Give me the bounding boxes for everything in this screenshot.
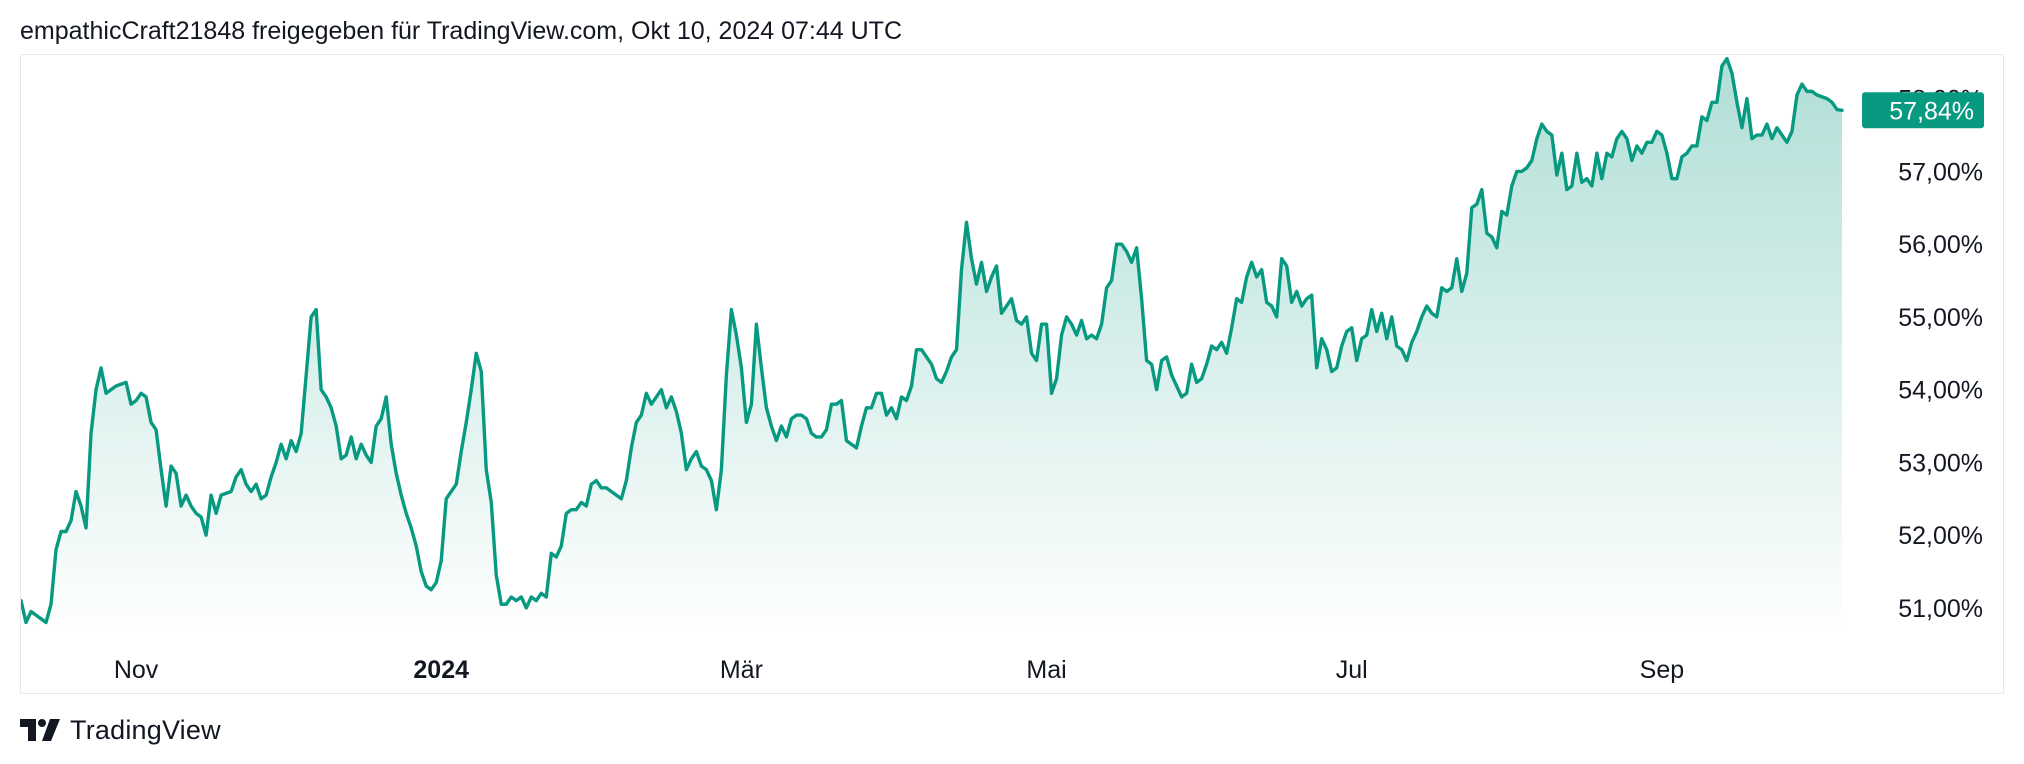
last-value-badge: 57,84% (1862, 92, 1984, 129)
last-value-badge-bg (1862, 92, 1984, 129)
y-axis: 51,00% 52,00% 53,00% 54,00% 55,00% 56,00% 57,0… (1898, 86, 1983, 623)
x-tick-label: Mär (720, 656, 763, 684)
tradingview-logo-icon (20, 719, 60, 741)
x-tick-label: Jul (1336, 656, 1368, 684)
x-tick-label: 2024 (413, 656, 469, 684)
series-line[interactable] (21, 56, 1844, 625)
last-value-label: 57,84% (1889, 97, 1974, 125)
share-info-text: empathicCraft21848 freigegeben für Tradi… (20, 17, 902, 45)
y-tick-label: 56,00% (1898, 231, 1983, 259)
x-tick-label: Nov (114, 656, 159, 684)
y-tick-label: 52,00% (1898, 522, 1983, 550)
brand-label: TradingView (70, 714, 221, 745)
x-axis: Nov 2024 Mär Mai Jul Sep (114, 656, 1684, 684)
y-tick-label: 54,00% (1898, 377, 1983, 405)
series-area-fill (21, 58, 1842, 637)
chart-frame (20, 54, 2004, 694)
y-tick-label: 51,00% (1898, 595, 1983, 623)
footer-brand[interactable]: TradingView (20, 712, 221, 748)
y-tick-label: 53,00% (1898, 449, 1983, 477)
y-tick-label: 57,00% (1898, 158, 1983, 186)
x-tick-label: Mai (1026, 656, 1066, 684)
y-tick-label: 55,00% (1898, 304, 1983, 332)
x-tick-label: Sep (1640, 656, 1684, 684)
